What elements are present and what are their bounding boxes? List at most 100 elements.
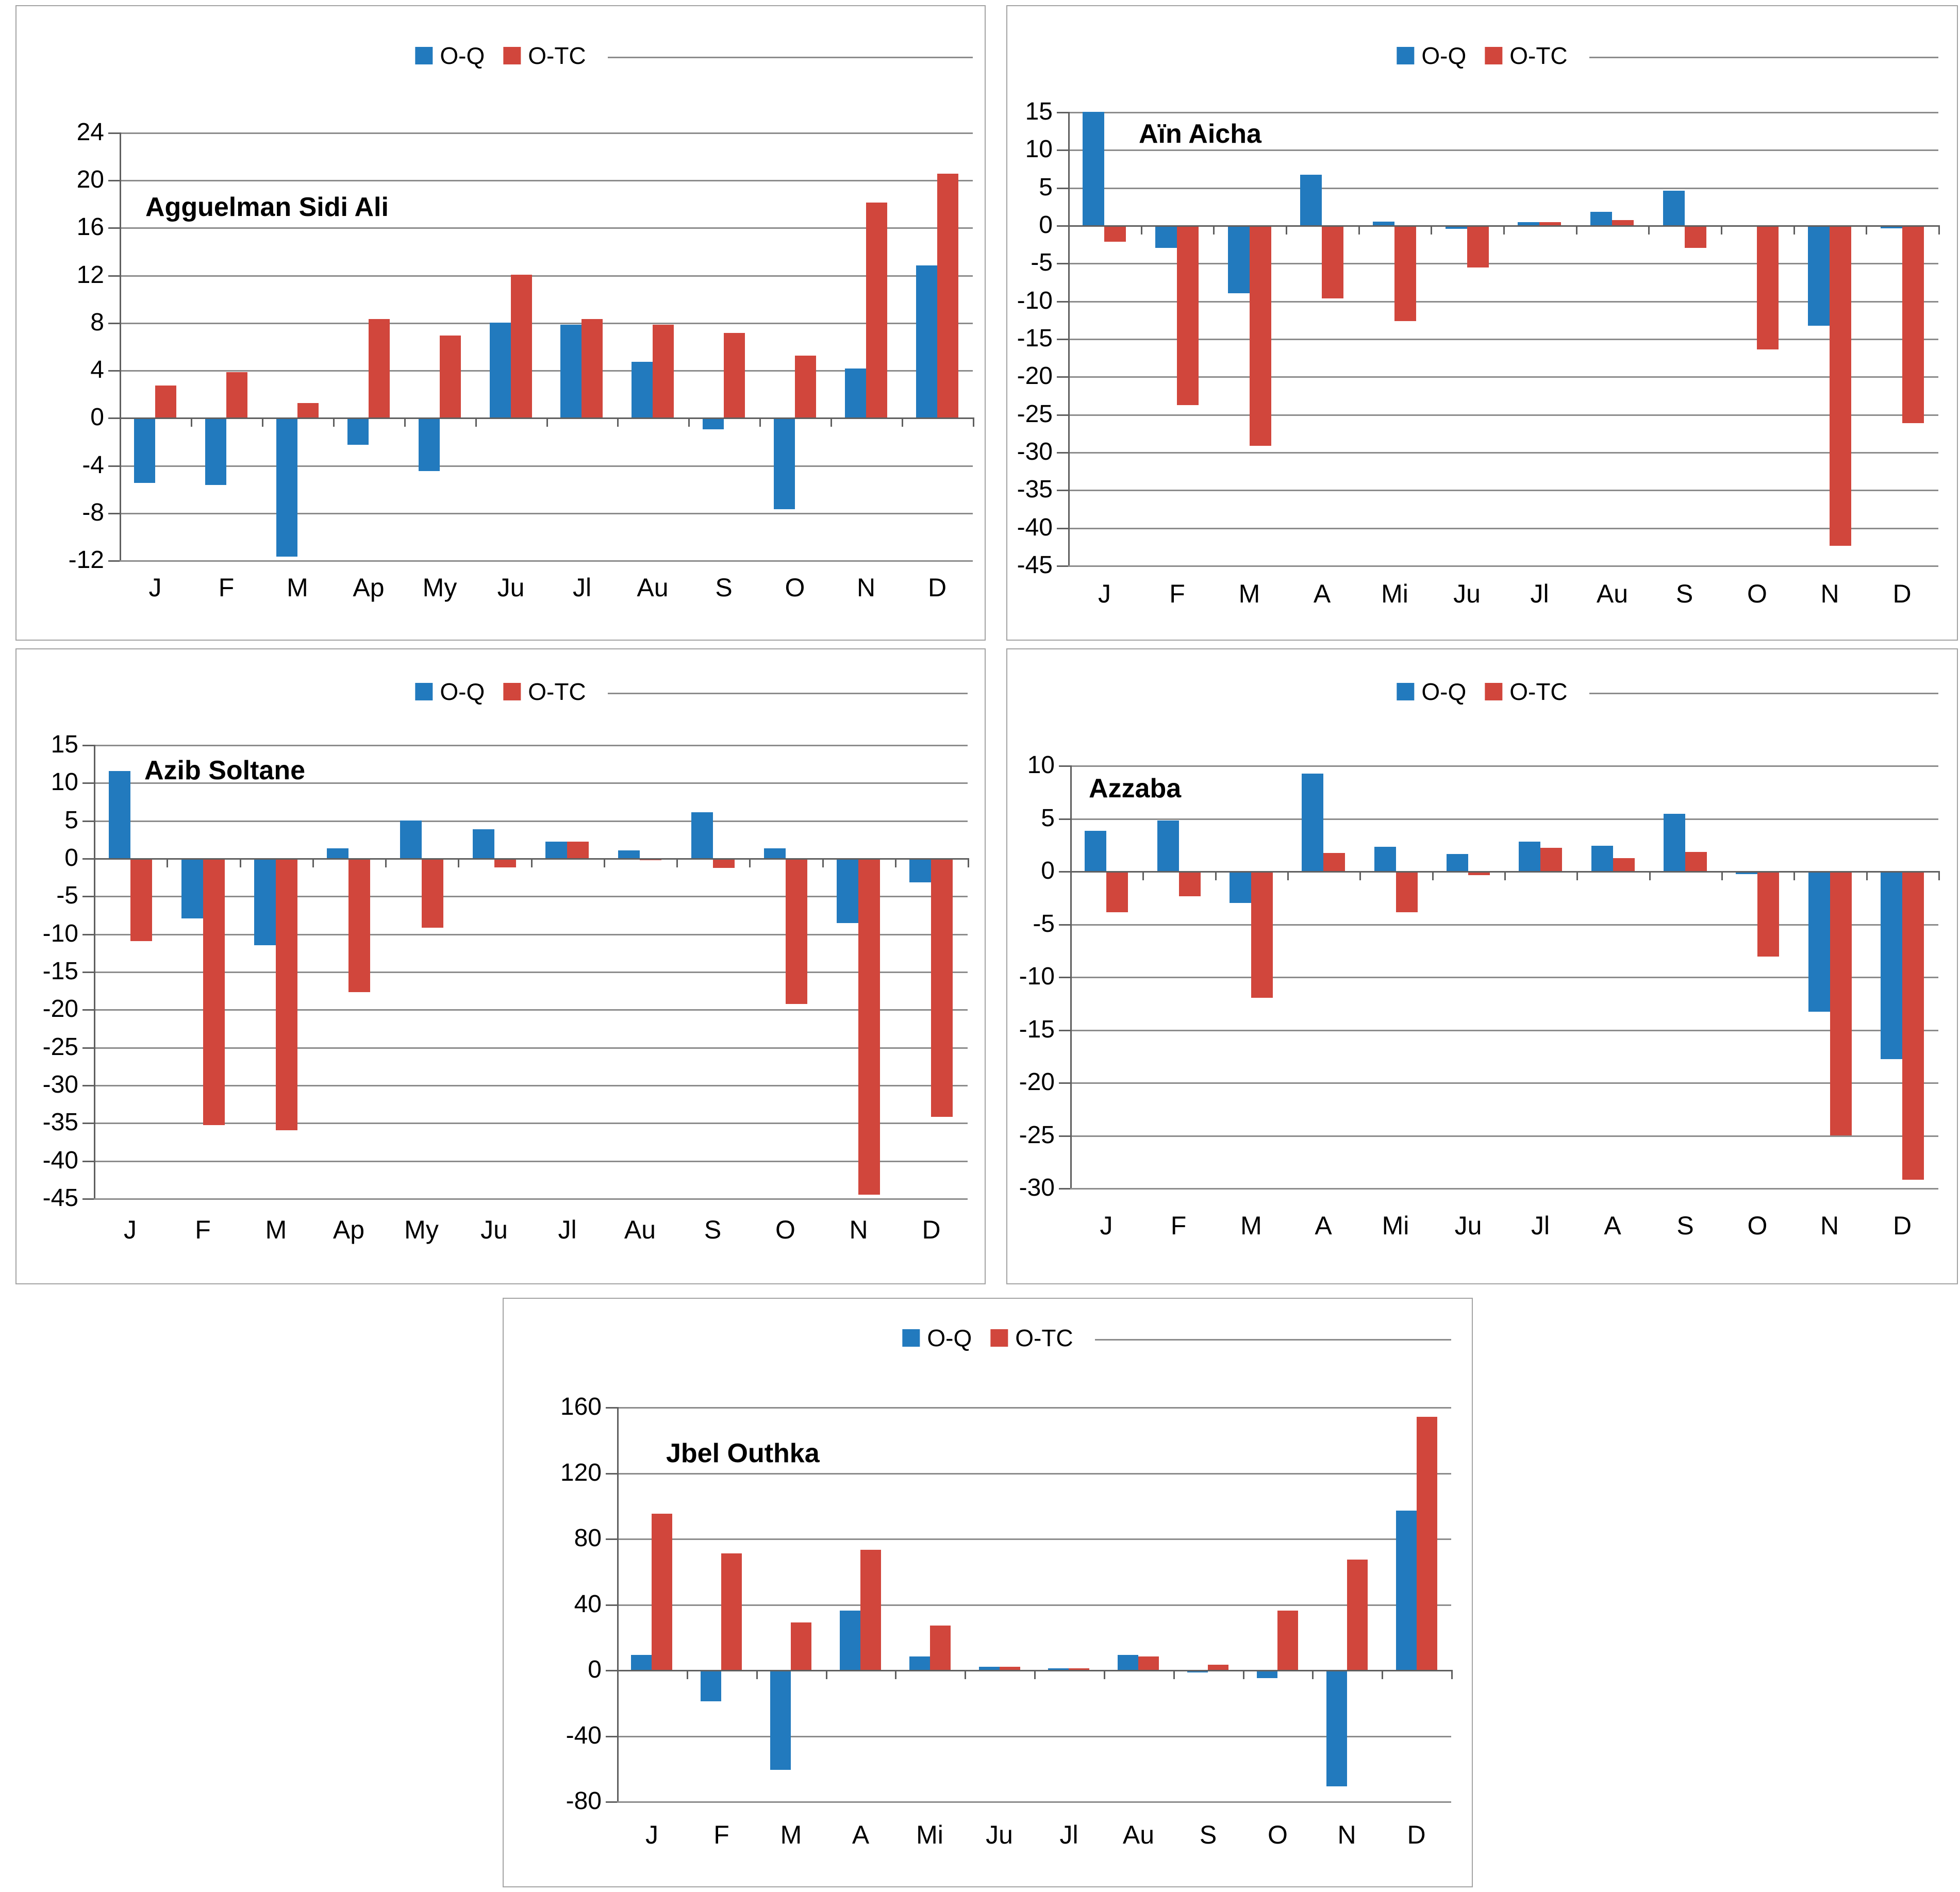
chart-title: Azib Soltane	[144, 756, 306, 785]
bar-o-tc-m-2	[791, 1622, 811, 1670]
bar-o-q-f-1	[701, 1670, 721, 1701]
y-axis-tick	[606, 1407, 617, 1409]
y-axis-tick	[108, 370, 120, 372]
bar-o-q-ju-5	[1447, 854, 1468, 871]
chart-title: Aïn Aicha	[1139, 119, 1261, 149]
bar-o-q-d-11	[1881, 225, 1902, 228]
legend-label-o-tc: O-TC	[528, 42, 586, 69]
x-axis-label: A	[1313, 579, 1331, 608]
x-axis-tick	[826, 1670, 827, 1679]
y-axis-label: -45	[42, 1184, 78, 1212]
x-axis-tick	[120, 417, 121, 427]
y-axis-label: -35	[42, 1109, 78, 1136]
x-axis-label: D	[1892, 579, 1912, 608]
x-axis-tick	[1312, 1670, 1314, 1679]
x-axis-tick	[1721, 871, 1723, 880]
y-axis-label: -5	[56, 882, 78, 909]
y-axis-tick	[82, 858, 94, 860]
gridline	[94, 1198, 968, 1200]
bar-o-tc-s-8	[713, 858, 735, 868]
y-axis-tick	[82, 934, 94, 935]
x-axis-tick	[822, 858, 824, 867]
x-axis-tick	[1141, 225, 1142, 235]
x-axis-label: F	[218, 573, 235, 602]
bar-o-tc-o-9	[786, 858, 807, 1004]
x-axis-label: O	[775, 1215, 795, 1244]
x-axis-label: D	[922, 1215, 941, 1244]
x-axis-label: F	[1170, 1211, 1187, 1240]
bar-o-q-j-0	[631, 1655, 652, 1670]
chart-panel-azzaba: 10 5 0 -5 -10 -15 -20 -25 -30 J F M A Mi Ju Jl A S O N D Azza…	[1006, 648, 1958, 1284]
x-axis-label: Ap	[333, 1215, 365, 1244]
bar-o-q-n-10	[1808, 871, 1830, 1012]
y-axis-label: -20	[42, 995, 78, 1023]
y-axis-tick	[108, 560, 120, 562]
x-axis-label: N	[849, 1215, 868, 1244]
y-axis-label: -12	[68, 546, 104, 574]
y-axis-label: 40	[574, 1590, 602, 1618]
bar-o-q-a-7	[1591, 846, 1613, 871]
x-axis-label: Au	[624, 1215, 656, 1244]
x-axis-label: J	[124, 1215, 137, 1244]
legend-item-o-q: O-Q	[415, 679, 485, 704]
x-axis-label: D	[1892, 1211, 1912, 1240]
y-axis-tick	[1057, 112, 1068, 113]
gridline	[1068, 490, 1938, 491]
y-axis-tick	[606, 1670, 617, 1671]
y-axis-tick	[82, 1009, 94, 1011]
gridline	[1070, 818, 1938, 820]
bar-o-tc-au-7	[653, 325, 674, 417]
x-axis-tick	[1382, 1670, 1383, 1679]
y-axis-tick	[606, 1473, 617, 1475]
x-axis-tick	[1359, 871, 1361, 880]
bar-o-q-d-11	[1396, 1511, 1417, 1670]
y-axis-tick	[1059, 977, 1070, 978]
x-axis-tick	[1286, 225, 1287, 235]
x-axis-label: O	[785, 573, 805, 602]
bar-o-q-s-8	[1664, 814, 1685, 871]
gridline	[120, 275, 973, 277]
x-axis-label: J	[645, 1820, 658, 1849]
bar-o-tc-s-8	[1685, 852, 1707, 871]
chart-panel-a-n-aicha: 15 10 5 0 -5 -10 -15 -20 -25 -30 -35 -40 -45 J F M A Mi Ju…	[1006, 5, 1958, 641]
y-axis-label: -20	[1017, 362, 1053, 390]
y-axis-tick	[108, 275, 120, 277]
x-axis-label: A	[1604, 1211, 1621, 1240]
gridline	[1068, 339, 1938, 340]
bar-o-tc-s-8	[724, 333, 745, 417]
y-axis-label: 16	[76, 213, 104, 241]
legend-item-o-q: O-Q	[1397, 679, 1466, 704]
plot-top-border	[608, 57, 973, 58]
y-axis-label: -30	[1017, 438, 1053, 465]
bar-o-q-mi-4	[909, 1656, 930, 1670]
bar-o-tc-j-0	[652, 1514, 672, 1670]
y-axis-label: -4	[82, 451, 104, 479]
bar-o-q-n-10	[837, 858, 858, 923]
y-axis-tick	[108, 227, 120, 229]
bar-o-tc-mi-4	[1394, 225, 1416, 321]
bar-o-tc-f-1	[203, 858, 225, 1125]
x-axis-tick	[1721, 225, 1722, 235]
x-axis-tick	[1287, 871, 1289, 880]
y-axis-tick	[1057, 263, 1068, 264]
bar-o-q-ap-3	[327, 848, 348, 858]
y-axis-label: 0	[64, 844, 78, 872]
bar-o-q-ju-5	[473, 829, 494, 858]
gridline	[617, 1736, 1451, 1737]
x-axis-tick	[749, 858, 751, 867]
x-axis-label: Mi	[1381, 579, 1408, 608]
gridline	[120, 132, 973, 134]
legend-swatch-o-q-icon	[415, 47, 433, 64]
legend: O-Q O-TC	[415, 43, 586, 68]
y-axis-tick	[1059, 1135, 1070, 1137]
x-axis-label: Ju	[497, 573, 525, 602]
x-axis-tick	[1576, 871, 1578, 880]
x-axis-label: S	[1675, 579, 1693, 608]
x-axis-label: M	[265, 1215, 287, 1244]
x-axis-tick	[759, 417, 761, 427]
x-axis-label: M	[780, 1820, 802, 1849]
chart-title: Agguelman Sidi Ali	[145, 192, 389, 222]
bar-o-tc-j-0	[130, 858, 152, 941]
gridline	[1068, 112, 1938, 113]
legend-swatch-o-tc-icon	[1485, 683, 1503, 700]
